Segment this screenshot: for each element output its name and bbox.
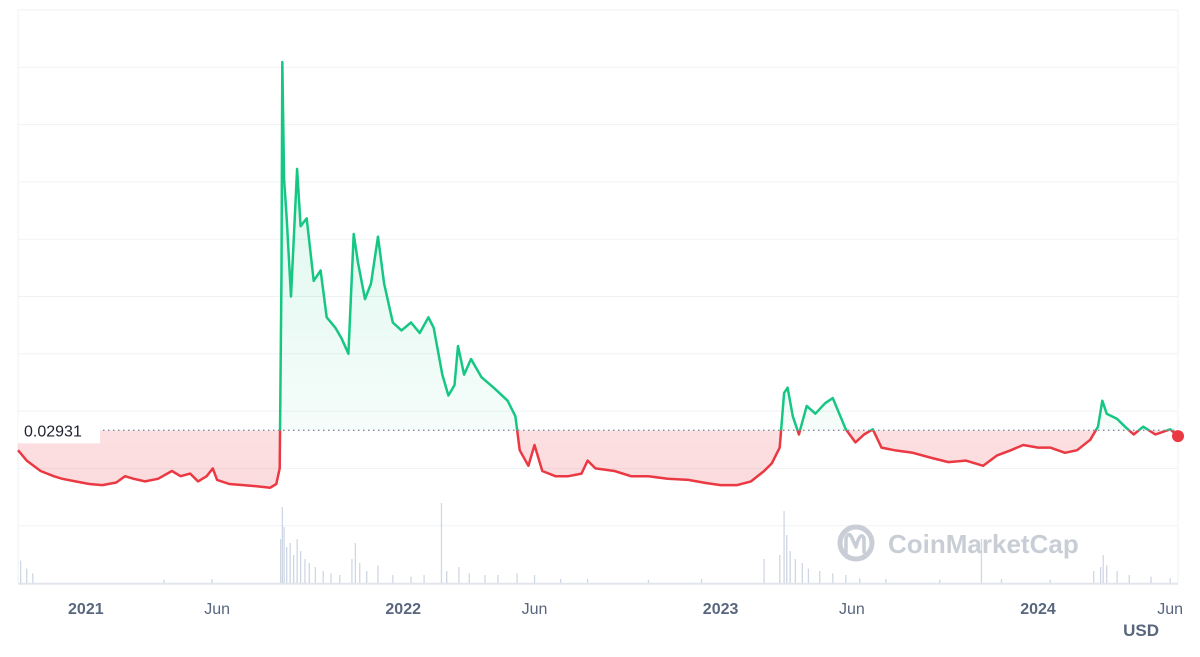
price-area-fill	[18, 62, 1178, 488]
x-tick-label: Jun	[1157, 601, 1183, 618]
last-price-dot[interactable]	[1172, 430, 1184, 443]
x-tick-label: 2024	[1020, 601, 1056, 618]
x-tick-label: 2022	[385, 601, 421, 618]
area-below-reference	[18, 430, 1178, 488]
grid-lines	[17, 9, 1179, 585]
area-above-reference	[18, 62, 1178, 431]
volume-bars	[19, 503, 1171, 583]
price-line-above	[278, 60, 1174, 431]
reference-value-label: 0.02931	[24, 423, 82, 440]
x-tick-label: Jun	[522, 601, 548, 618]
coinmarketcap-logo-icon	[837, 524, 875, 562]
reference-label-background	[18, 417, 100, 444]
price-line-below	[17, 430, 1179, 489]
price-line	[17, 60, 1179, 489]
watermark-text: CoinMarketCap	[888, 529, 1079, 559]
x-tick-label: 2023	[703, 601, 739, 618]
last-price-marker	[1172, 430, 1184, 443]
x-tick-label: Jun	[204, 601, 230, 618]
x-axis-ticks: 2021 Jun 2022 Jun 2023 Jun 2024 Jun	[68, 601, 1183, 618]
x-tick-label: 2021	[68, 601, 104, 618]
reference-line: 0.02931	[18, 417, 1178, 444]
coinmarketcap-watermark: CoinMarketCap	[837, 524, 1079, 562]
currency-unit-label: USD	[1123, 621, 1159, 640]
x-tick-label: Jun	[839, 601, 865, 618]
